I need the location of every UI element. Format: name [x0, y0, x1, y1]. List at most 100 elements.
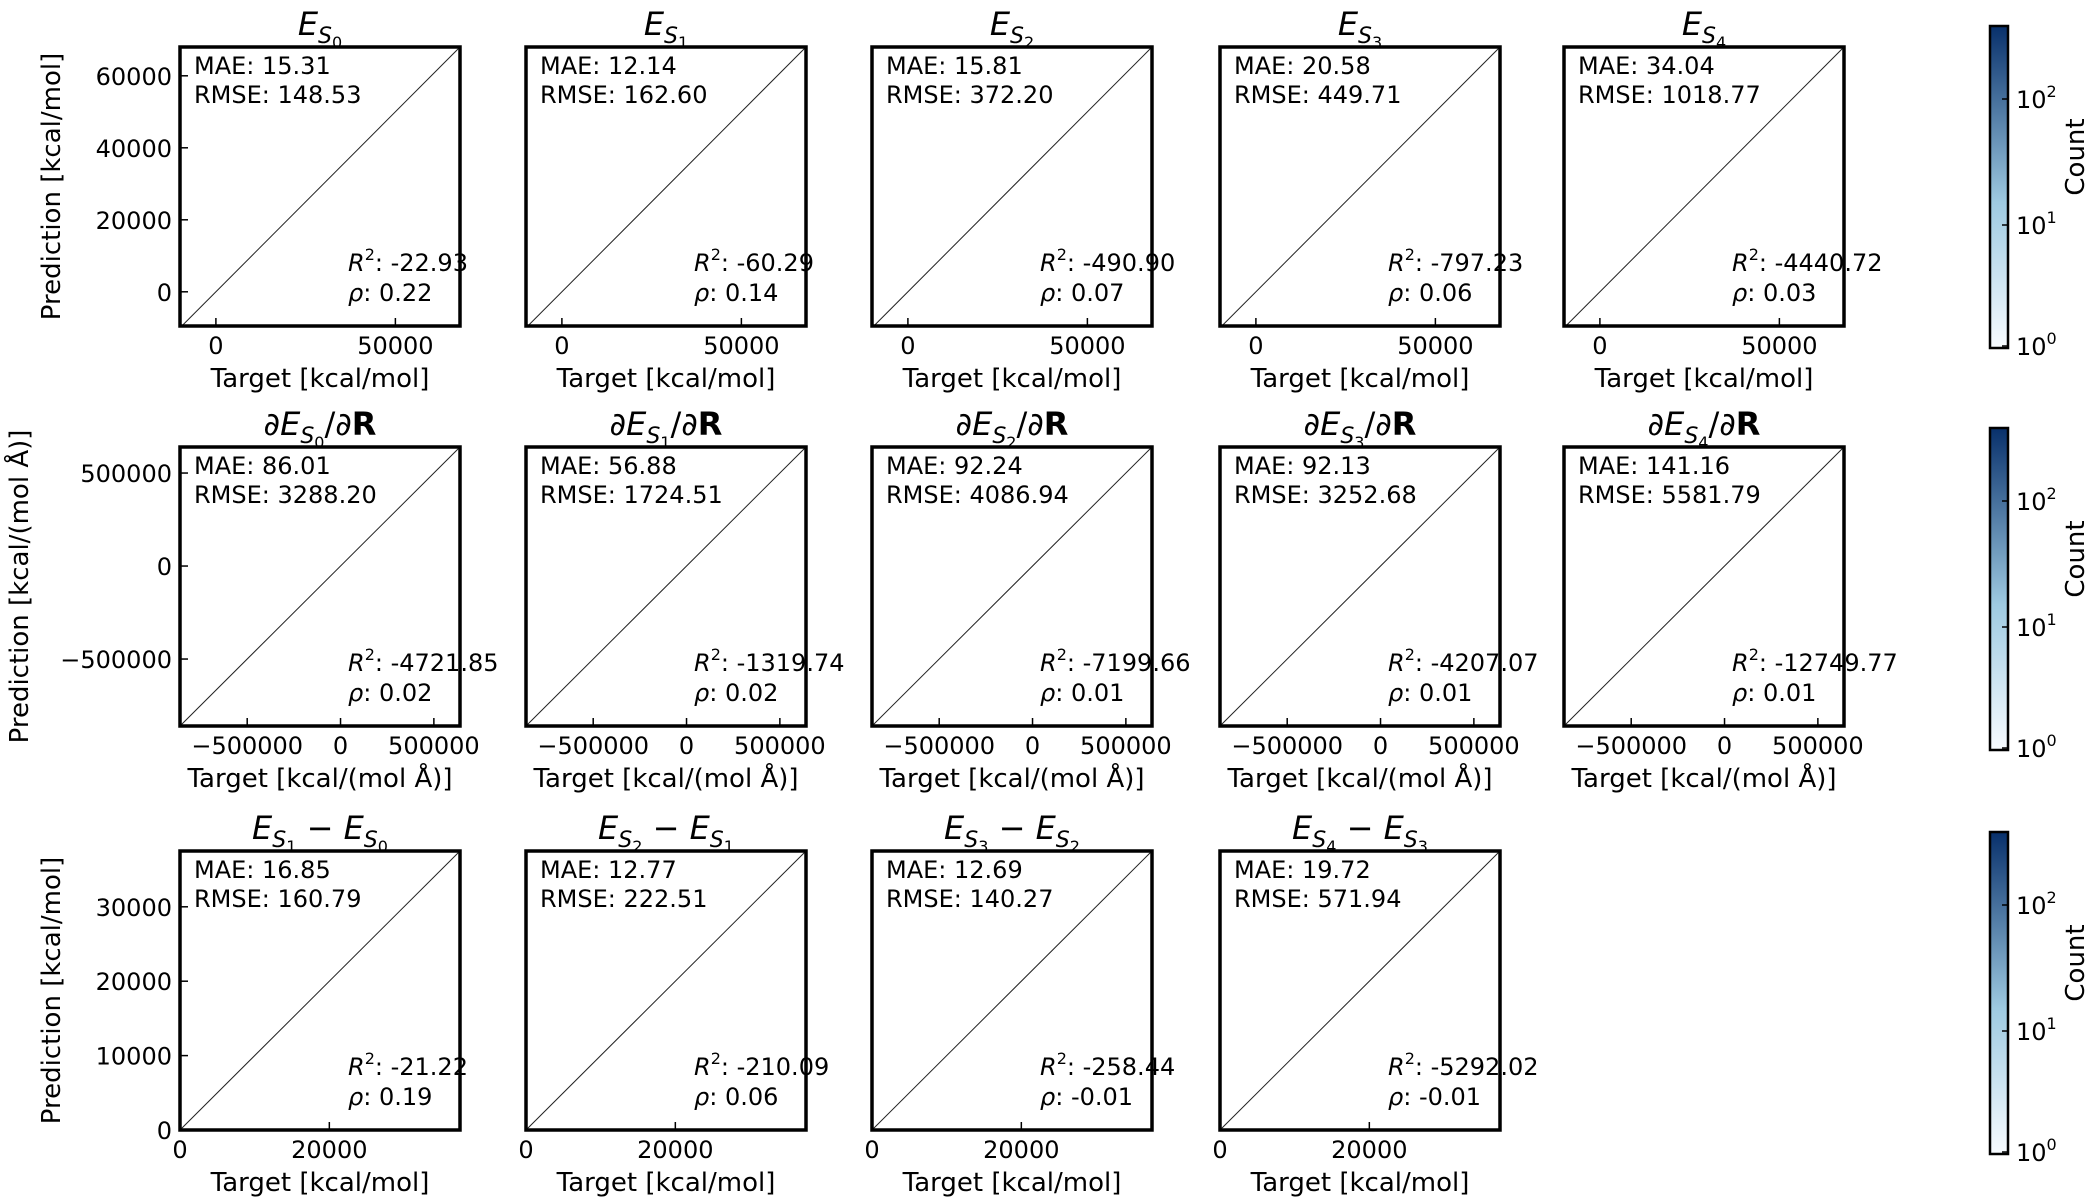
x-tick-label: 500000: [1772, 732, 1864, 760]
plot-frame: [1218, 849, 1502, 1132]
x-tick-label: 0: [679, 732, 694, 760]
identity-line: [1219, 850, 1501, 1131]
colorbar-3: 102 101 100 Count: [1988, 830, 2091, 1167]
r2-label: R2: -258.44: [1040, 1049, 1175, 1081]
mae-label: MAE: 34.04: [1578, 52, 1715, 80]
y-tick-label: 10000: [96, 1043, 172, 1071]
mae-label: MAE: 16.85: [194, 856, 331, 884]
plot-frame: [870, 445, 1154, 728]
identity-line: [525, 446, 807, 727]
subplot-title: ES3 − ES2​: [944, 809, 1080, 856]
x-tick-label: 0: [172, 1136, 187, 1164]
x-tick-label: 50000: [357, 332, 433, 360]
mae-label: MAE: 19.72: [1234, 856, 1371, 884]
mae-label: MAE: 15.31: [194, 52, 331, 80]
identity-line: [181, 46, 461, 327]
x-tick-label: 50000: [703, 332, 779, 360]
x-axis-label: Target [kcal/mol]: [1250, 364, 1470, 394]
colorbar-tick-label: 100: [2016, 1135, 2057, 1167]
identity-line: [179, 446, 461, 727]
y-tick-label: 500000: [80, 460, 172, 488]
r2-label: R2: -4207.07: [1388, 645, 1539, 677]
plot-frame: [870, 849, 1154, 1132]
x-tick-label: 50000: [1741, 332, 1817, 360]
plot-frame: [178, 849, 462, 1132]
rho-label: ρ: 0.06: [694, 1083, 778, 1111]
identity-line: [179, 850, 461, 1131]
r2-label: R2: -22.93: [348, 245, 468, 277]
x-tick-label: 0: [864, 1136, 879, 1164]
y-tick-label: 30000: [96, 894, 172, 922]
x-tick-label: 0: [333, 732, 348, 760]
r2-label: R2: -797.23: [1388, 245, 1523, 277]
rmse-label: RMSE: 5581.79: [1578, 481, 1761, 509]
rho-label: ρ: 0.01: [1040, 679, 1124, 707]
colorbar-tick-label: 102: [2016, 484, 2057, 516]
x-axis-label: Target [kcal/(mol Å)]: [532, 762, 798, 794]
x-tick-label: 20000: [1331, 1136, 1407, 1164]
rmse-label: RMSE: 148.53: [194, 81, 361, 109]
plot-frame: [178, 445, 462, 728]
mae-label: MAE: 86.01: [194, 452, 331, 480]
x-tick-label: −500000: [1575, 732, 1687, 760]
plot-frame: [524, 445, 808, 728]
rho-label: ρ: -0.01: [1388, 1083, 1481, 1111]
colorbar-tick-label: 102: [2016, 888, 2057, 920]
x-tick-label: 0: [900, 332, 915, 360]
x-tick-label: −500000: [191, 732, 303, 760]
subplot-title: ES1: [644, 5, 688, 52]
r2-label: R2: -21.22: [348, 1049, 468, 1081]
subplot-title: ∂ES0/∂R: [264, 405, 377, 452]
mae-label: MAE: 12.77: [540, 856, 677, 884]
rho-label: ρ: 0.02: [694, 679, 778, 707]
colorbar-tick-label: 100: [2016, 329, 2057, 361]
subplot-title: ES4 − ES3​: [1292, 809, 1428, 856]
colorbar-tick-label: 100: [2016, 731, 2057, 763]
x-axis-label: Target [kcal/mol]: [556, 364, 776, 394]
x-tick-label: 50000: [1397, 332, 1473, 360]
y-tick-label: 20000: [96, 968, 172, 996]
mae-label: MAE: 92.24: [886, 452, 1023, 480]
r2-label: R2: -490.90: [1040, 245, 1175, 277]
colorbar-gradient: [1988, 24, 2010, 350]
colorbar-tick-label: 101: [2016, 610, 2057, 642]
y-tick-label: 0: [157, 279, 172, 307]
rho-label: ρ: 0.22: [348, 279, 432, 307]
r2-label: R2: -60.29: [694, 245, 814, 277]
rho-label: ρ: 0.02: [348, 679, 432, 707]
mae-label: MAE: 12.14: [540, 52, 677, 80]
plot-frame: [1218, 45, 1502, 328]
identity-line: [871, 446, 1153, 727]
plot-frame: [1562, 445, 1846, 728]
colorbar-label: Count: [2061, 118, 2091, 195]
identity-line: [1221, 46, 1501, 327]
colorbar-label: Count: [2061, 520, 2091, 597]
rmse-label: RMSE: 3252.68: [1234, 481, 1417, 509]
plot-frame: [870, 45, 1154, 328]
x-tick-label: 500000: [734, 732, 826, 760]
x-tick-label: 50000: [1049, 332, 1125, 360]
mae-label: MAE: 56.88: [540, 452, 677, 480]
colorbar-tick-label: 101: [2016, 1014, 2057, 1046]
x-tick-label: 20000: [637, 1136, 713, 1164]
x-axis-label: Target [kcal/mol]: [902, 1168, 1122, 1198]
subplot-title: ∂ES4/∂R: [1648, 405, 1761, 452]
x-tick-label: 0: [1592, 332, 1607, 360]
colorbar-label: Count: [2061, 924, 2091, 1001]
x-axis-label: Target [kcal/mol]: [556, 1168, 776, 1198]
plot-frame: [1218, 445, 1502, 728]
x-axis-label: Target [kcal/mol]: [1250, 1168, 1470, 1198]
x-tick-label: 500000: [388, 732, 480, 760]
r2-label: R2: -4721.85: [348, 645, 499, 677]
r2-label: R2: -5292.02: [1388, 1049, 1539, 1081]
y-tick-label: 40000: [96, 135, 172, 163]
subplot-title: ES0: [298, 5, 342, 52]
rmse-label: RMSE: 160.79: [194, 885, 361, 913]
